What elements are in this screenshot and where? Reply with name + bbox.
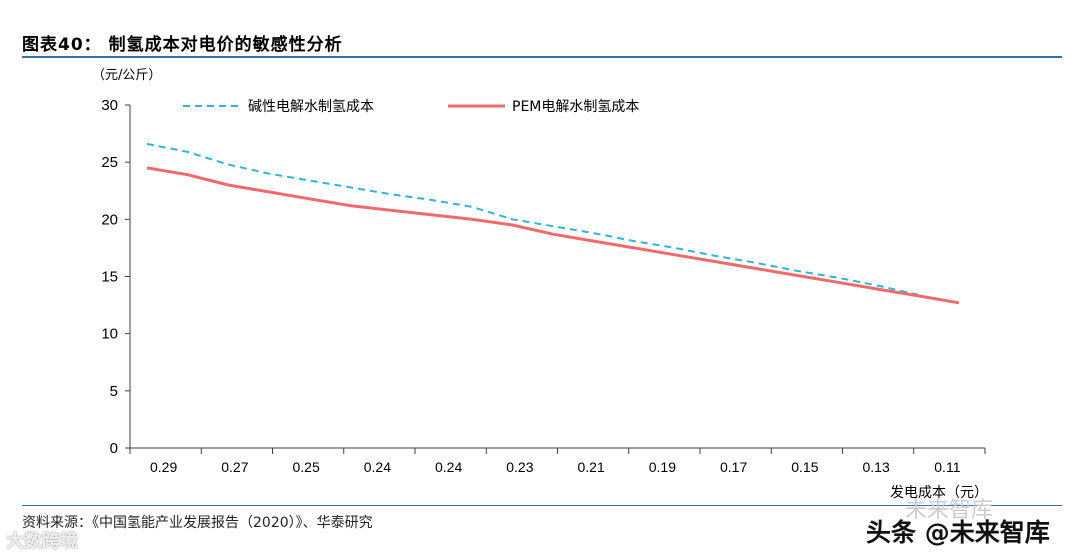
watermark-left: 大数跨境 — [6, 531, 78, 552]
y-tick-label: 25 — [101, 154, 118, 171]
y-tick-label: 30 — [101, 97, 118, 114]
y-tick-label: 15 — [101, 269, 118, 286]
title-rule — [22, 56, 1062, 58]
x-tick-label: 0.23 — [506, 459, 533, 475]
legend-label-2: PEM电解水制氢成本 — [512, 99, 639, 115]
x-tick-label: 0.19 — [649, 459, 676, 475]
series-line-2 — [146, 166, 960, 305]
x-tick-label: 0.25 — [293, 459, 320, 475]
x-tick-label: 0.29 — [150, 459, 177, 475]
x-tick-label: 0.21 — [578, 459, 605, 475]
x-tick-label: 0.13 — [863, 459, 890, 475]
source-rule — [22, 505, 1062, 506]
figure-title: 图表40： 制氢成本对电价的敏感性分析 — [22, 35, 343, 55]
series-line-1 — [146, 142, 919, 296]
y-tick-label: 5 — [110, 383, 118, 400]
y-tick-label: 20 — [101, 211, 118, 228]
y-tick-label: 0 — [110, 440, 118, 457]
y-axis-label: （元/公斤） — [92, 68, 161, 83]
x-tick-label: 0.15 — [791, 459, 818, 475]
watermark-center: 未来智库 — [905, 498, 994, 523]
x-tick-label: 0.27 — [221, 459, 248, 475]
x-tick-label: 0.11 — [934, 459, 960, 475]
x-axis-label: 发电成本（元） — [890, 485, 988, 501]
x-tick-label: 0.24 — [364, 459, 391, 475]
x-tick-label: 0.24 — [435, 459, 462, 475]
watermark-right: 头条 @未来智库 — [866, 518, 1050, 547]
y-tick-label: 10 — [101, 326, 118, 343]
line-chart: 0 5 10 15 20 25 30 （元/公斤） 0.29 0.27 0.25 0.24 0.24 0.… — [92, 68, 988, 501]
x-tick-label: 0.17 — [720, 459, 747, 475]
source-note: 资料来源：《中国氢能产业发展报告（2020）》、华泰研究 — [22, 515, 373, 531]
legend-label-1: 碱性电解水制氢成本 — [248, 99, 374, 115]
